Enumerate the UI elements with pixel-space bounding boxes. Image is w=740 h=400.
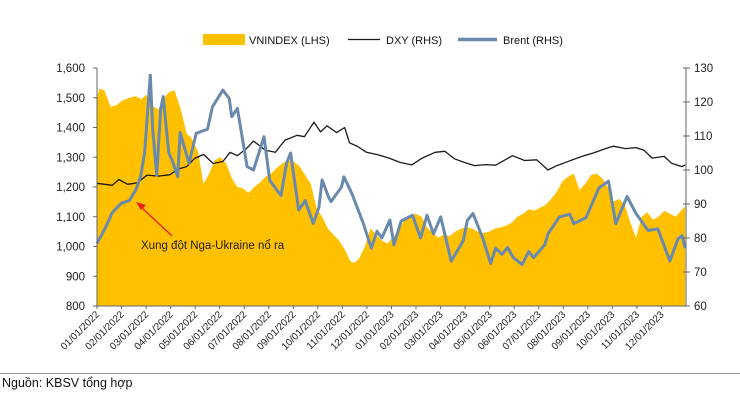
divider: [0, 373, 740, 374]
right-tick-label: 130: [694, 63, 713, 75]
left-tick-label: 1,400: [56, 123, 85, 135]
legend-label-dxy: DXY (RHS): [386, 35, 442, 47]
annotation-arrow: [140, 206, 173, 237]
right-tick-label: 120: [694, 97, 713, 109]
legend-label-brent: Brent (RHS): [503, 35, 563, 47]
series-vnindex-area: [97, 88, 686, 306]
right-tick-label: 70: [694, 267, 707, 279]
right-tick-label: 90: [694, 199, 707, 211]
left-tick-label: 1,500: [56, 93, 85, 105]
legend-swatch-vnindex: [203, 34, 245, 45]
annotation-text: Xung đột Nga-Ukraine nổ ra: [141, 240, 285, 252]
series-brent-line: [95, 73, 687, 266]
right-tick-label: 100: [694, 165, 713, 177]
annotation-arrowhead: [136, 202, 146, 210]
right-tick-label: 60: [694, 301, 707, 313]
left-tick-label: 1,600: [56, 63, 85, 75]
left-tick-label: 1,300: [56, 152, 85, 164]
legend: VNINDEX (LHS) DXY (RHS) Brent (RHS): [203, 34, 563, 47]
legend-label-vnindex: VNINDEX (LHS): [249, 35, 330, 47]
right-tick-label: 80: [694, 233, 707, 245]
right-tick-label: 110: [694, 131, 712, 143]
left-tick-label: 900: [66, 271, 85, 283]
plot-area: [95, 73, 687, 306]
annotation: Xung đột Nga-Ukraine nổ ra: [136, 202, 285, 252]
left-tick-label: 1,200: [56, 182, 85, 194]
series-dxy-line: [96, 121, 686, 186]
left-tick-label: 1,000: [56, 242, 85, 254]
left-tick-label: 1,100: [56, 212, 85, 224]
source-note: Nguồn: KBSV tổng hợp: [2, 376, 133, 390]
left-tick-label: 800: [66, 301, 85, 313]
